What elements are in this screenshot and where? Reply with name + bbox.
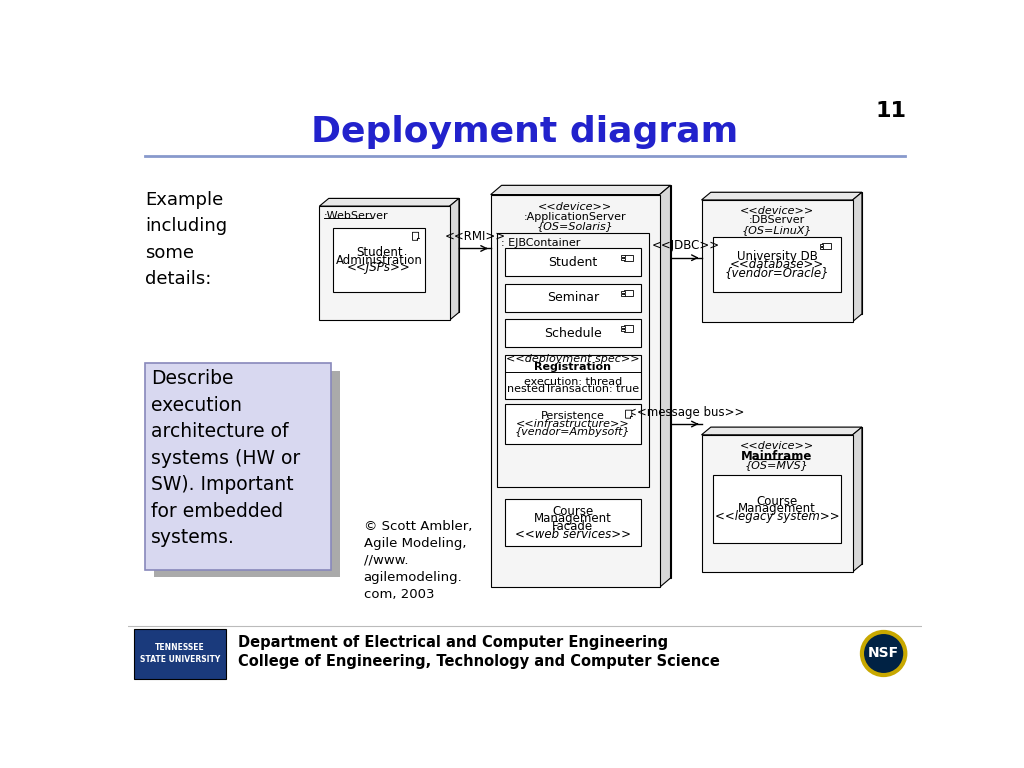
Text: Course: Course <box>757 495 798 508</box>
Text: <<device>>: <<device>> <box>740 441 814 451</box>
Bar <box>497 233 649 487</box>
Bar <box>822 243 831 250</box>
Text: Facade: Facade <box>552 520 594 533</box>
Text: :WebServer: :WebServer <box>324 210 389 220</box>
Bar <box>624 326 633 332</box>
Bar <box>502 185 671 578</box>
Text: Seminar: Seminar <box>547 291 599 304</box>
Text: Student: Student <box>355 246 402 259</box>
Text: {OS=Solaris}: {OS=Solaris} <box>537 220 613 230</box>
Text: Management: Management <box>738 502 816 515</box>
Text: Mainframe: Mainframe <box>741 450 813 463</box>
Polygon shape <box>413 232 419 240</box>
Text: : EJBContainer: : EJBContainer <box>501 237 581 248</box>
Bar <box>622 255 625 257</box>
Text: :ApplicationServer: :ApplicationServer <box>524 211 627 221</box>
Bar <box>319 206 450 320</box>
Bar <box>622 293 625 296</box>
Text: {vendor=Ambysoft}: {vendor=Ambysoft} <box>515 427 631 437</box>
Text: <<JDBC>>: <<JDBC>> <box>652 240 720 253</box>
Bar <box>155 371 340 578</box>
Bar <box>490 194 659 588</box>
Bar <box>819 243 823 246</box>
Bar <box>711 427 862 564</box>
Text: {OS=LinuX}: {OS=LinuX} <box>741 224 812 234</box>
Bar <box>145 363 331 570</box>
Polygon shape <box>450 198 459 320</box>
Bar <box>624 290 633 296</box>
Text: <<infrastructure>>: <<infrastructure>> <box>516 419 630 429</box>
Text: TENNESSEE
STATE UNIVERSITY: TENNESSEE STATE UNIVERSITY <box>140 643 220 664</box>
Text: nestedTransaction: true: nestedTransaction: true <box>507 385 639 395</box>
Bar <box>701 200 853 322</box>
Text: © Scott Ambler,
Agile Modeling,
//www.
agilemodeling.
com, 2003: © Scott Ambler, Agile Modeling, //www. a… <box>364 519 472 601</box>
Bar <box>819 247 823 249</box>
Text: <<legacy system>>: <<legacy system>> <box>715 510 840 523</box>
Polygon shape <box>490 185 671 194</box>
Text: NSF: NSF <box>868 647 899 660</box>
Polygon shape <box>626 410 632 419</box>
Text: 11: 11 <box>876 101 907 121</box>
Text: <<RMI>>: <<RMI>> <box>444 230 506 243</box>
Text: Department of Electrical and Computer Engineering: Department of Electrical and Computer En… <box>238 635 669 650</box>
Text: {OS=MVS}: {OS=MVS} <box>745 460 809 470</box>
Bar <box>505 498 641 547</box>
Text: Schedule: Schedule <box>544 326 602 339</box>
Polygon shape <box>853 192 862 322</box>
Bar <box>505 249 641 276</box>
Text: <<JSPs>>: <<JSPs>> <box>347 261 411 274</box>
Bar <box>334 227 425 293</box>
Polygon shape <box>701 192 862 200</box>
Bar <box>505 355 641 399</box>
Text: Course: Course <box>552 505 594 518</box>
Bar <box>505 404 641 444</box>
Text: Management: Management <box>534 512 611 525</box>
Polygon shape <box>701 427 862 435</box>
Text: <<deployment spec>>: <<deployment spec>> <box>506 354 640 364</box>
Text: :DBServer: :DBServer <box>749 215 805 225</box>
Bar <box>505 284 641 312</box>
Text: {vendor=Oracle}: {vendor=Oracle} <box>725 266 829 279</box>
Text: execution: thread: execution: thread <box>523 376 622 387</box>
Circle shape <box>862 632 905 675</box>
Bar <box>134 629 225 679</box>
Text: <<message bus>>: <<message bus>> <box>628 406 744 419</box>
Bar <box>329 198 459 313</box>
Text: <<web services>>: <<web services>> <box>515 528 631 541</box>
Bar <box>622 290 625 293</box>
Text: Registration: Registration <box>535 362 611 372</box>
Bar <box>713 475 841 543</box>
Polygon shape <box>319 198 459 206</box>
Bar <box>622 326 625 328</box>
Polygon shape <box>659 185 671 588</box>
Text: <<device>>: <<device>> <box>740 206 814 216</box>
Text: <<database>>: <<database>> <box>730 258 824 271</box>
Text: Persistence: Persistence <box>541 412 605 422</box>
Bar <box>713 237 841 293</box>
Bar <box>701 435 853 572</box>
Text: University DB: University DB <box>736 250 817 263</box>
Text: Example
including
some
details:: Example including some details: <box>145 190 227 288</box>
Polygon shape <box>853 427 862 572</box>
Bar <box>624 255 633 261</box>
Bar <box>622 329 625 331</box>
Text: <<device>>: <<device>> <box>538 202 612 212</box>
Text: Describe
execution
architecture of
systems (HW or
SW). Important
for embedded
sy: Describe execution architecture of syste… <box>152 369 300 548</box>
Text: College of Engineering, Technology and Computer Science: College of Engineering, Technology and C… <box>238 654 720 669</box>
Text: Student: Student <box>548 256 597 269</box>
Text: Administration: Administration <box>336 253 423 266</box>
Bar <box>622 258 625 260</box>
Bar <box>711 192 862 314</box>
Bar <box>505 319 641 347</box>
Text: Deployment diagram: Deployment diagram <box>311 115 738 149</box>
